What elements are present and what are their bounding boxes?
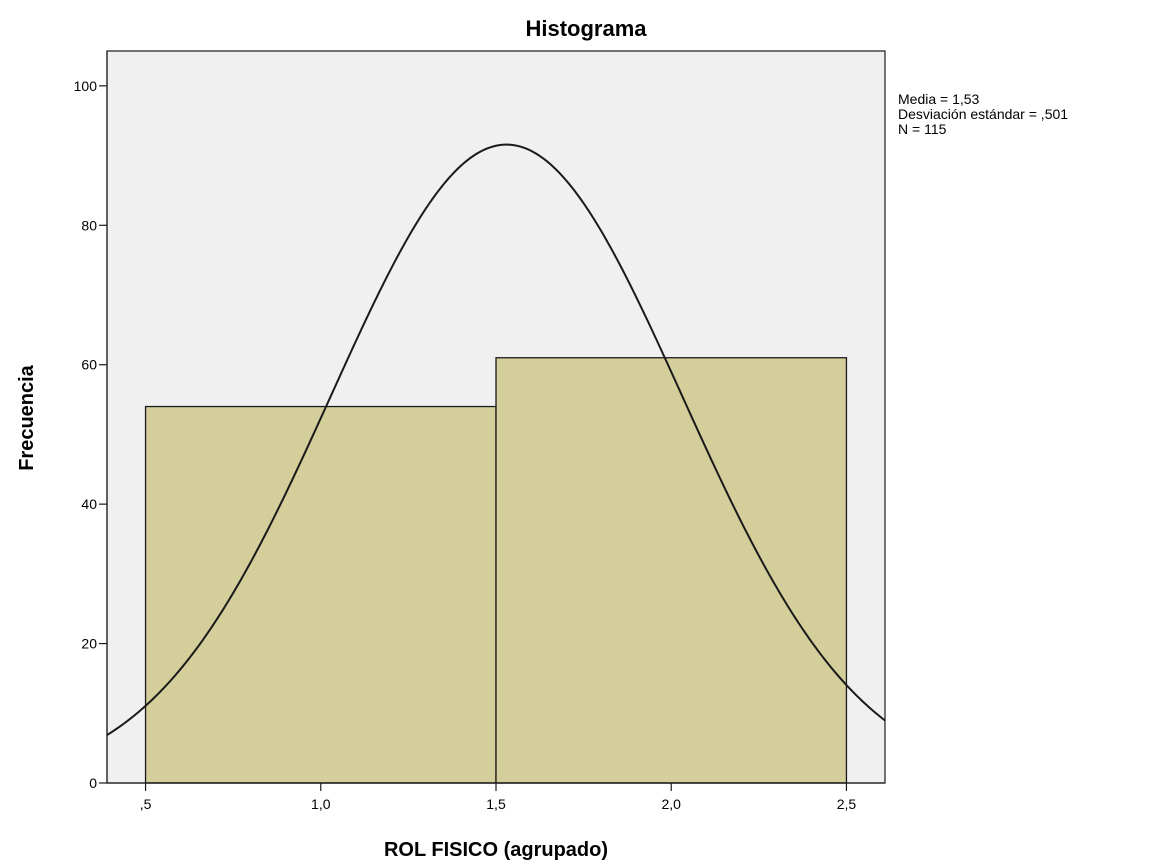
y-axis-ticks: 0 20 40 60 80 100: [74, 78, 107, 791]
stats-std-dev: Desviación estándar = ,501: [898, 106, 1068, 122]
y-tick-label: 100: [74, 78, 98, 94]
histogram-bar-1: [144, 405, 497, 784]
stats-box: Media = 1,53 Desviación estándar = ,501 …: [898, 91, 1068, 137]
x-tick-label: 2,5: [837, 796, 857, 812]
y-tick-label: 80: [81, 217, 97, 233]
y-axis-label: Frecuencia: [16, 364, 38, 470]
y-tick-label: 20: [81, 636, 97, 652]
x-tick-label: 1,0: [311, 796, 331, 812]
x-axis-label: ROL FISICO (agrupado): [384, 839, 608, 861]
bars-layer: [144, 357, 848, 784]
normal-curve: [106, 143, 886, 736]
y-tick-label: 60: [81, 357, 97, 373]
x-tick-label: ,5: [140, 796, 152, 812]
chart-title: Histograma: [525, 16, 647, 41]
stats-n: N = 115: [898, 121, 947, 137]
x-tick-label: 1,5: [486, 796, 506, 812]
stats-mean: Media = 1,53: [898, 91, 980, 107]
histogram-bar-2: [495, 357, 848, 784]
x-tick-label: 2,0: [661, 796, 681, 812]
y-tick-label: 40: [81, 496, 97, 512]
y-tick-label: 0: [89, 775, 97, 791]
x-axis-ticks: ,5 1,0 1,5 2,0 2,5: [140, 783, 857, 812]
